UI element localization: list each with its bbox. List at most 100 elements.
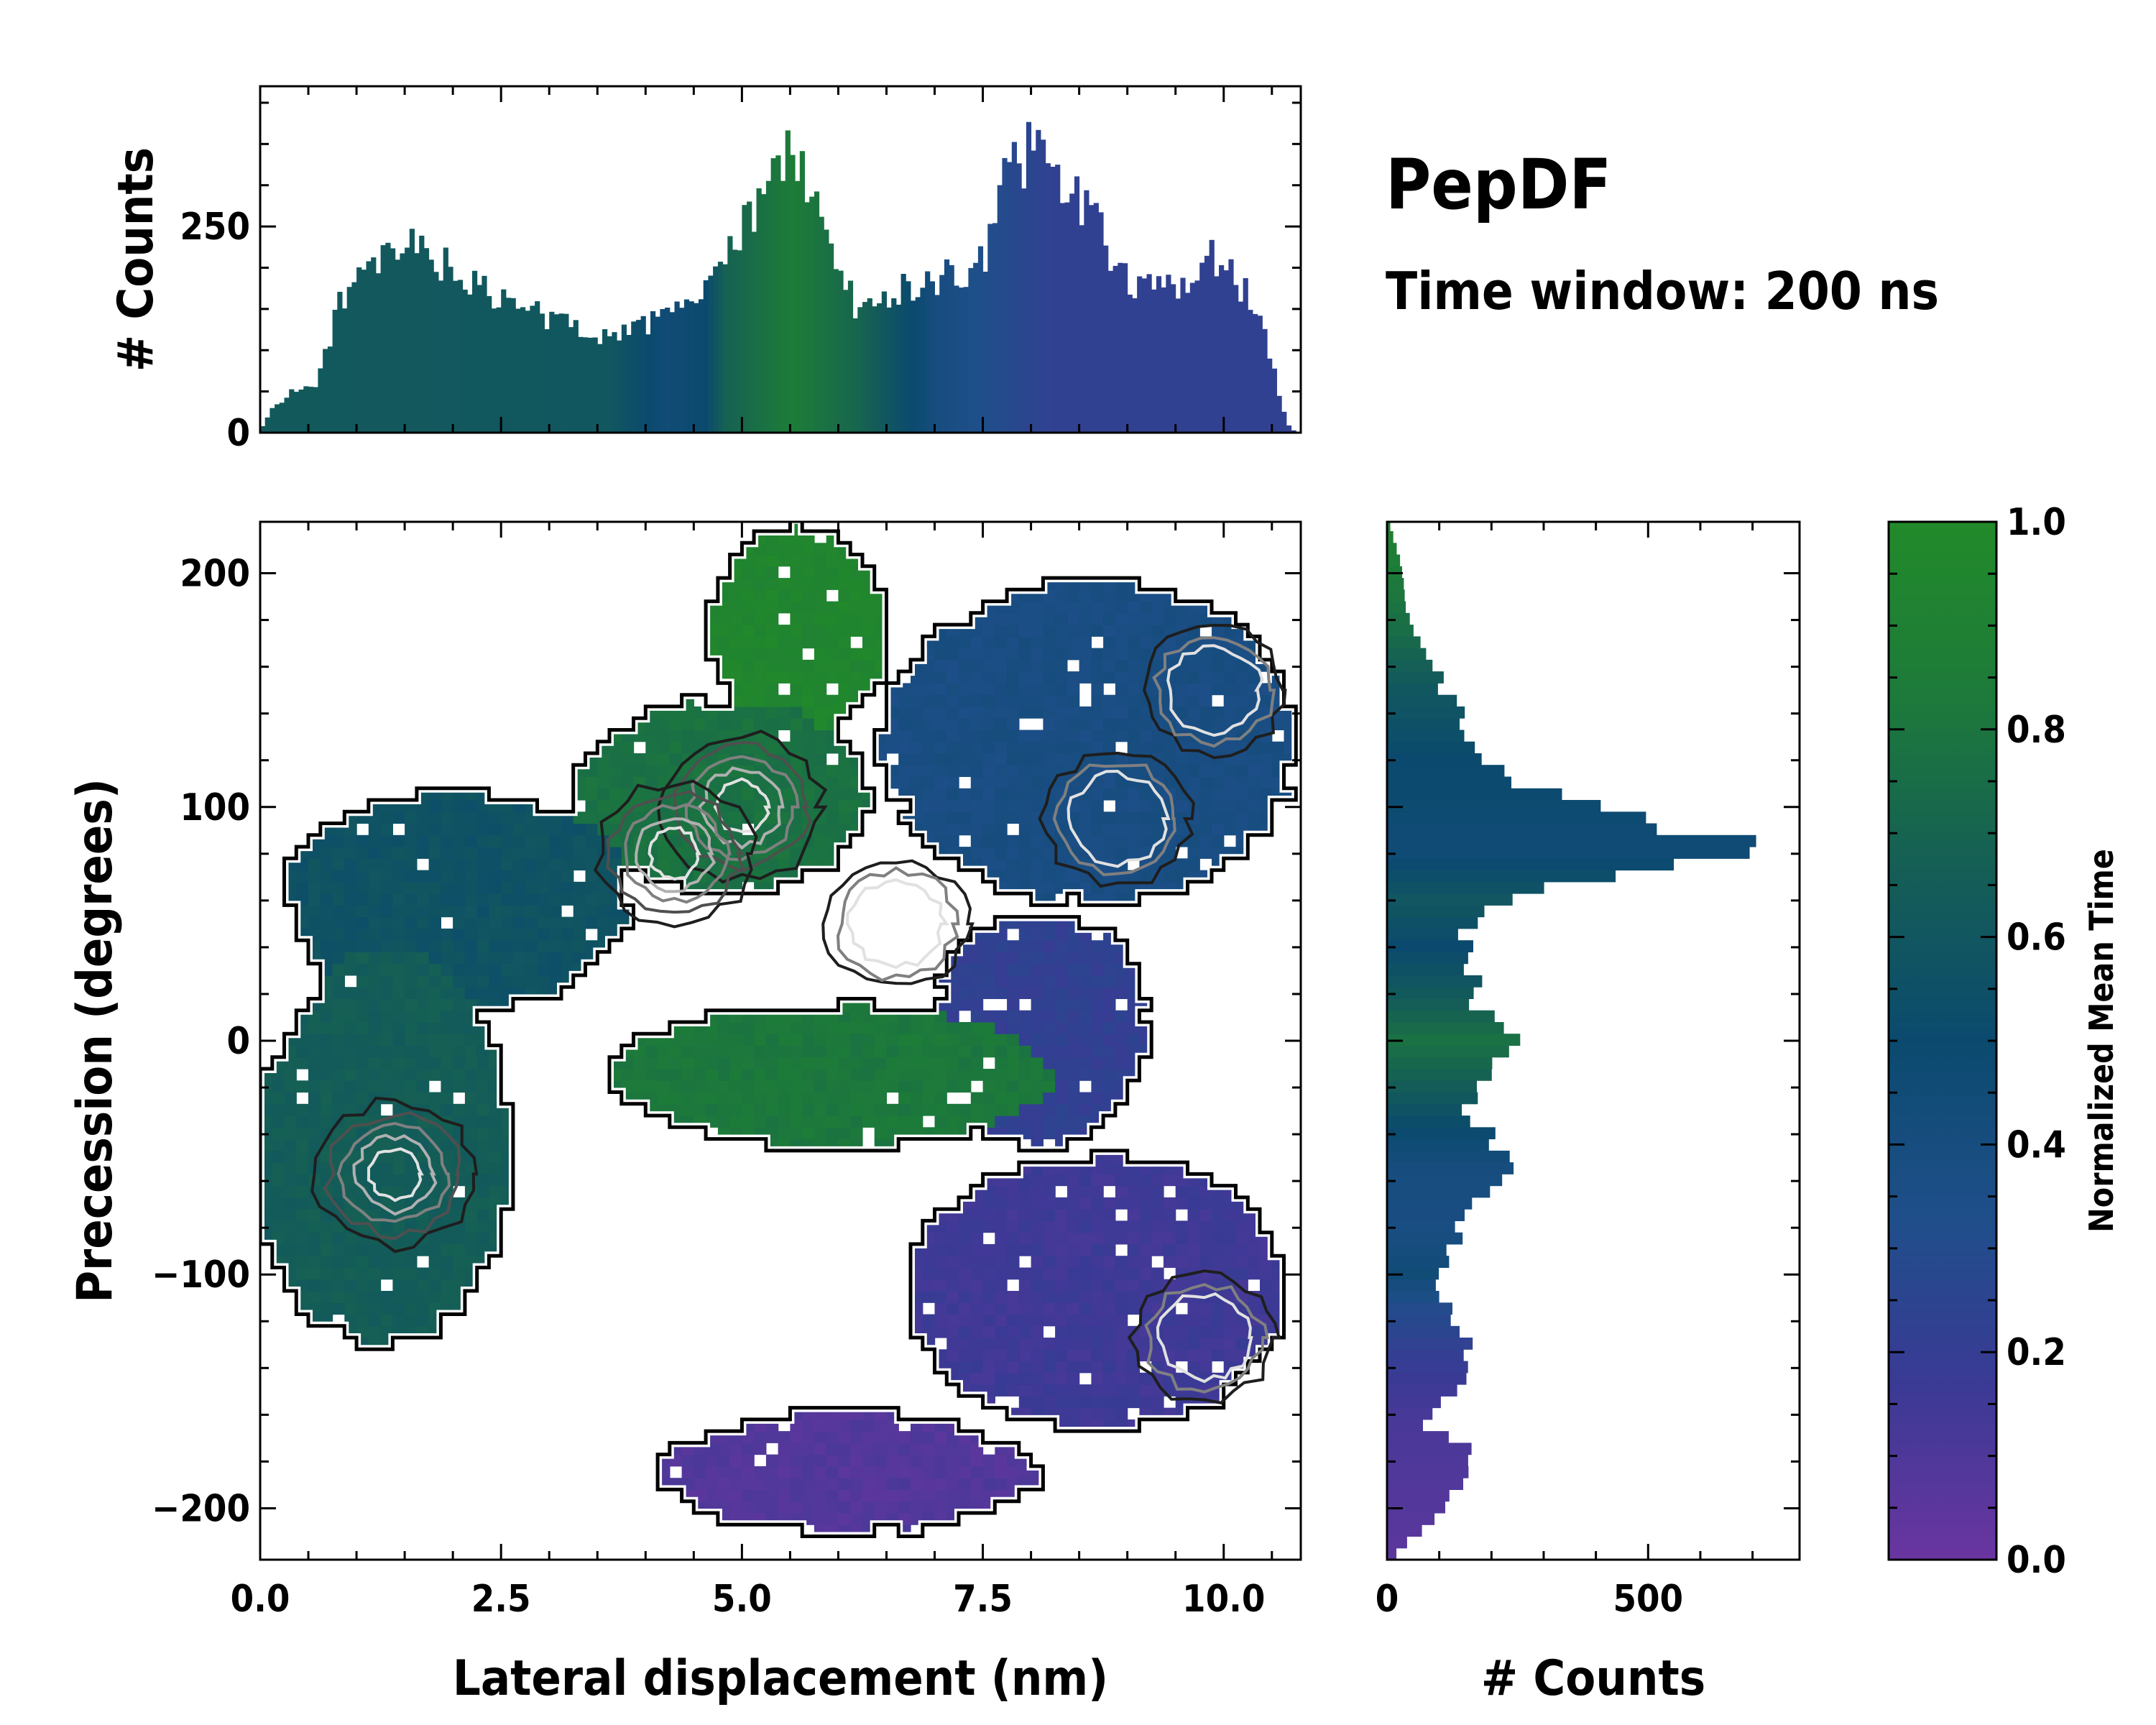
- heatmap-cell: [765, 1454, 779, 1467]
- heatmap-cell: [1043, 636, 1056, 649]
- heatmap-cell: [597, 916, 610, 929]
- heatmap-cell: [1018, 1302, 1032, 1315]
- heatmap-cell: [1079, 1361, 1092, 1374]
- density-contour: [1127, 1269, 1281, 1404]
- heatmap-cell: [706, 1080, 719, 1093]
- heatmap-cell: [1115, 776, 1128, 789]
- heatmap-cell: [1175, 1349, 1189, 1362]
- heatmap-cell: [597, 905, 610, 918]
- heatmap-cell: [1043, 998, 1056, 1011]
- heatmap-cell: [1103, 1034, 1116, 1046]
- heatmap-cell: [1007, 834, 1020, 847]
- histogram-bar: [732, 249, 738, 433]
- heatmap-cell: [1067, 1045, 1080, 1058]
- heatmap-cell: [1212, 1302, 1225, 1315]
- histogram-bar: [915, 297, 921, 433]
- heatmap-cell: [332, 1302, 345, 1315]
- heatmap-cell: [778, 659, 791, 672]
- heatmap-cell: [729, 1501, 742, 1514]
- histogram-bar: [1286, 425, 1292, 433]
- histogram-bar: [1387, 694, 1457, 707]
- heatmap-cell: [729, 1478, 742, 1490]
- heatmap-cell: [1031, 1384, 1044, 1397]
- heatmap-cell: [970, 753, 984, 765]
- heatmap-cell: [946, 741, 959, 754]
- heatmap-cell: [970, 765, 984, 777]
- density-contours: [260, 522, 1301, 1541]
- heatmap-cell: [1018, 1279, 1032, 1292]
- heatmap-cell: [826, 1034, 839, 1046]
- heatmap-cell: [898, 1454, 911, 1467]
- heatmap-cell: [1139, 625, 1152, 637]
- heatmap-cell: [1187, 671, 1200, 684]
- heatmap-cell: [862, 1103, 875, 1116]
- heatmap-cell: [501, 893, 514, 906]
- tick-label: 0: [226, 412, 250, 455]
- heatmap-cell: [826, 1103, 839, 1116]
- heatmap-cell: [405, 952, 418, 965]
- histogram-bar: [1253, 313, 1258, 433]
- heatmap-cell: [1018, 834, 1032, 847]
- histogram-bar: [476, 285, 482, 433]
- heatmap-cell: [380, 928, 393, 941]
- heatmap-cell: [272, 1197, 285, 1210]
- histogram-bar: [1093, 203, 1099, 433]
- heatmap-cell: [416, 1314, 430, 1327]
- heatmap-cell: [826, 566, 839, 579]
- heatmap-cell: [729, 718, 742, 730]
- heatmap-cell: [765, 625, 779, 637]
- heatmap-cell: [368, 975, 382, 988]
- heatmap-cell: [561, 940, 574, 952]
- heatmap-cell: [1007, 612, 1020, 625]
- heatmap-cell: [272, 1162, 285, 1174]
- heatmap-cell: [814, 730, 827, 742]
- heatmap-cell: [308, 1220, 321, 1233]
- heatmap-cell: [320, 1197, 333, 1210]
- heatmap-cell: [1151, 1174, 1164, 1187]
- heatmap-cell: [1103, 1267, 1116, 1280]
- heatmap-cell: [525, 893, 538, 906]
- heatmap-cell: [1079, 952, 1092, 965]
- heatmap-cell: [1031, 1267, 1044, 1280]
- histogram-bar: [505, 298, 512, 433]
- heatmap-cell: [380, 1010, 393, 1023]
- heatmap-cell: [886, 1489, 899, 1502]
- heatmap-cell: [332, 1010, 345, 1023]
- heatmap-cell: [1103, 952, 1116, 965]
- heatmap-cell: [1043, 1349, 1056, 1362]
- heatmap-cell: [1031, 683, 1044, 696]
- heatmap-cell: [1175, 753, 1189, 765]
- heatmap-cell: [405, 1116, 418, 1128]
- heatmap-cell: [380, 1314, 393, 1327]
- histogram-bar: [323, 349, 328, 433]
- heatmap-cell: [1007, 1022, 1020, 1034]
- heatmap-cell: [1175, 1243, 1189, 1256]
- heatmap-cell: [1175, 694, 1189, 707]
- heatmap-cell: [1031, 975, 1044, 988]
- heatmap-cell: [1199, 1209, 1212, 1221]
- heatmap-cell: [380, 1080, 393, 1093]
- heatmap-cell: [1223, 1232, 1237, 1245]
- heatmap-cell: [1175, 1372, 1189, 1385]
- heatmap-cell: [1127, 811, 1141, 824]
- heatmap-cell: [790, 636, 803, 649]
- heatmap-cell: [658, 847, 671, 859]
- heatmap-cell: [464, 1045, 478, 1058]
- heatmap-cell: [1018, 694, 1032, 707]
- heatmap-cell: [922, 1069, 936, 1081]
- heatmap-cell: [898, 1034, 911, 1046]
- histogram-bar: [1387, 1150, 1510, 1163]
- histogram-bar: [1387, 1291, 1439, 1303]
- heatmap-cell: [344, 1022, 357, 1034]
- heatmap-cell: [1235, 1267, 1248, 1280]
- heatmap-cell: [754, 1103, 767, 1116]
- heatmap-cell: [645, 788, 658, 801]
- heatmap-cell: [416, 963, 430, 976]
- heatmap-cell: [573, 823, 586, 836]
- heatmap-cell: [946, 694, 959, 707]
- histogram-bar: [742, 205, 747, 433]
- heatmap-cell: [850, 578, 863, 590]
- heatmap-cell: [621, 765, 635, 777]
- heatmap-cell: [706, 1092, 719, 1105]
- heatmap-cell: [609, 847, 622, 859]
